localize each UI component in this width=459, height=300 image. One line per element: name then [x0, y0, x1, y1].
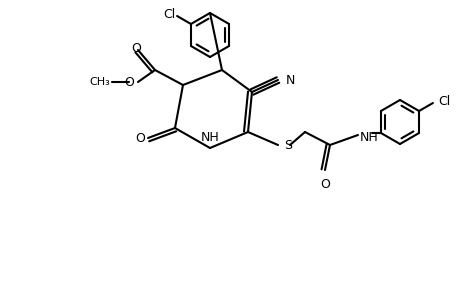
Text: NH: NH [359, 131, 378, 144]
Text: O: O [319, 178, 329, 191]
Text: S: S [283, 139, 291, 152]
Text: O: O [124, 76, 134, 88]
Text: CH₃: CH₃ [89, 77, 110, 87]
Text: Cl: Cl [162, 8, 175, 20]
Text: O: O [131, 42, 140, 55]
Text: NH: NH [200, 131, 219, 144]
Text: N: N [285, 74, 295, 86]
Text: Cl: Cl [437, 94, 449, 107]
Text: O: O [135, 131, 145, 145]
